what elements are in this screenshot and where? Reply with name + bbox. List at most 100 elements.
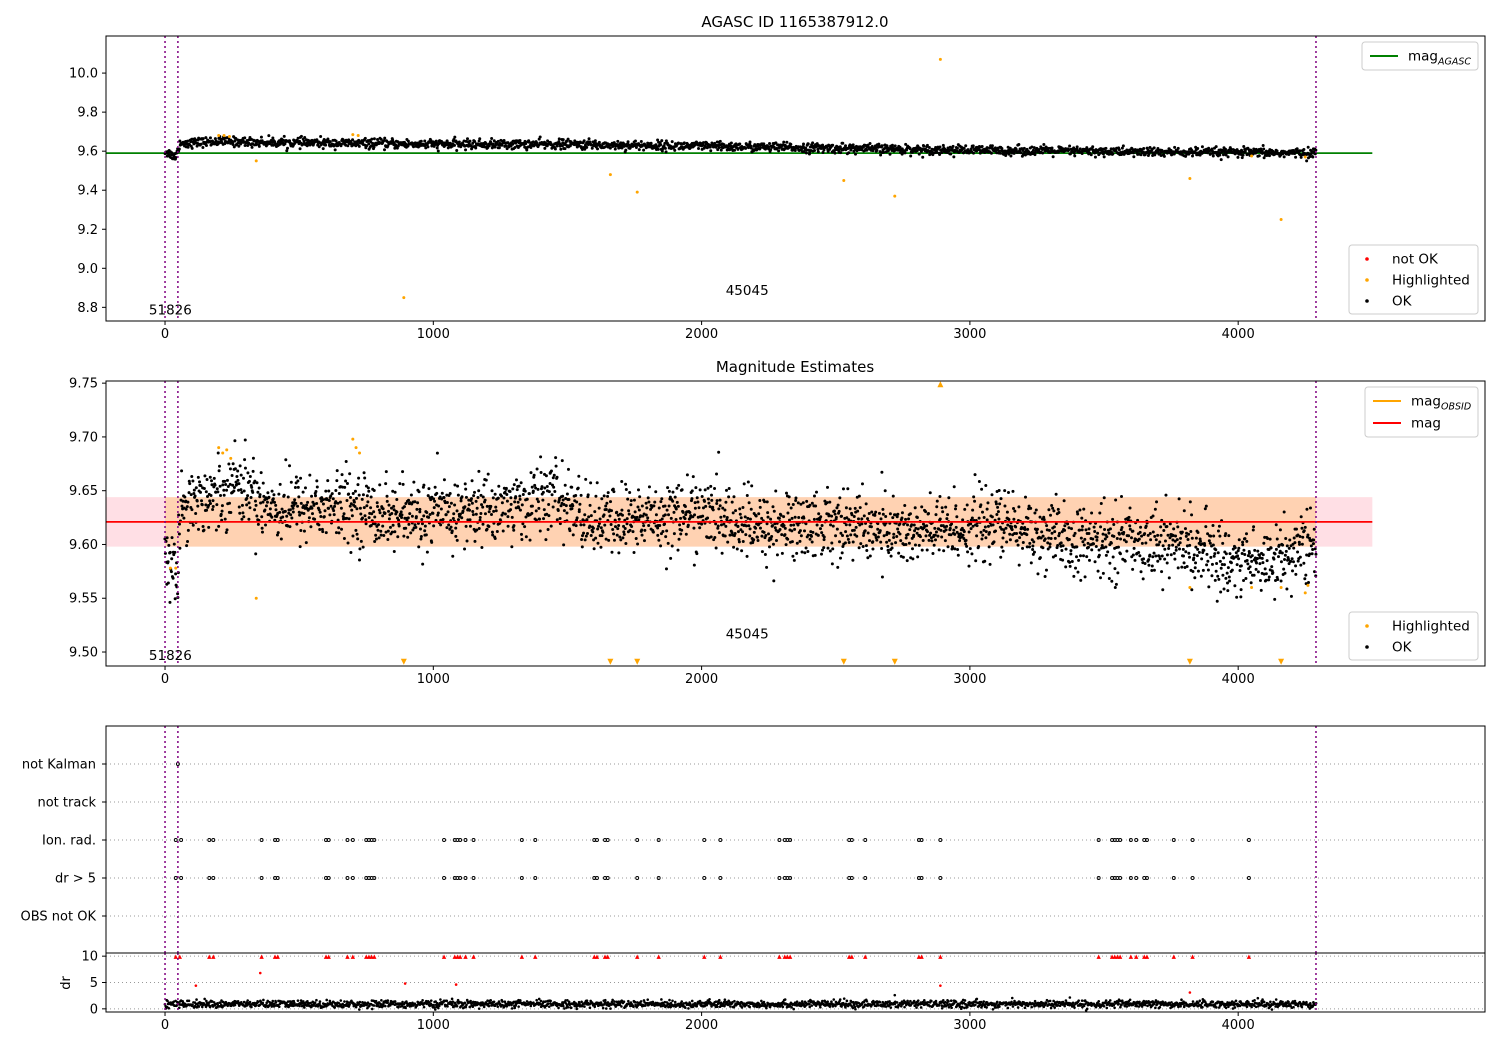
data-point bbox=[754, 514, 758, 518]
data-point bbox=[384, 530, 388, 534]
data-point bbox=[585, 532, 589, 536]
data-point bbox=[731, 511, 735, 515]
data-point bbox=[545, 512, 549, 516]
data-point bbox=[741, 530, 745, 534]
legend-label: OK bbox=[1392, 294, 1413, 310]
data-point bbox=[294, 501, 298, 505]
data-point bbox=[841, 487, 845, 491]
data-point bbox=[983, 525, 987, 529]
data-point bbox=[834, 515, 838, 519]
data-point bbox=[593, 139, 597, 143]
data-point bbox=[782, 515, 786, 519]
data-point bbox=[1205, 563, 1209, 567]
data-point bbox=[454, 534, 458, 538]
x-tick-label: 0 bbox=[161, 327, 169, 342]
data-point bbox=[449, 501, 453, 505]
data-point bbox=[1290, 569, 1294, 573]
data-point bbox=[1165, 524, 1169, 528]
data-point bbox=[224, 482, 228, 486]
flag-marker bbox=[471, 838, 476, 842]
data-point bbox=[1048, 542, 1052, 546]
data-point bbox=[306, 500, 310, 504]
data-point bbox=[496, 496, 500, 500]
data-point bbox=[513, 500, 517, 504]
data-point bbox=[551, 476, 555, 480]
data-point bbox=[1242, 579, 1246, 583]
data-point bbox=[599, 545, 603, 549]
data-point bbox=[511, 142, 515, 146]
data-point bbox=[962, 537, 966, 541]
data-point bbox=[221, 483, 225, 487]
data-point bbox=[500, 494, 504, 498]
data-point bbox=[470, 501, 474, 505]
data-point bbox=[1148, 553, 1152, 557]
data-point bbox=[745, 554, 749, 558]
data-point bbox=[205, 508, 209, 512]
data-point bbox=[1205, 552, 1209, 556]
data-point bbox=[223, 517, 227, 521]
data-point bbox=[627, 512, 631, 516]
data-point bbox=[1151, 530, 1155, 534]
data-point bbox=[492, 139, 496, 143]
data-point bbox=[332, 513, 336, 517]
data-point bbox=[865, 549, 869, 553]
data-point bbox=[1233, 546, 1237, 550]
data-point bbox=[1194, 561, 1198, 565]
data-point bbox=[1212, 554, 1216, 558]
data-point bbox=[669, 516, 673, 520]
data-point bbox=[562, 503, 566, 507]
data-point bbox=[384, 482, 388, 486]
data-point bbox=[593, 510, 597, 514]
data-point bbox=[1192, 553, 1196, 557]
data-point bbox=[730, 500, 734, 504]
data-point bbox=[844, 530, 848, 534]
data-point bbox=[577, 474, 581, 478]
data-point bbox=[471, 141, 475, 145]
data-point bbox=[283, 509, 287, 513]
data-point bbox=[647, 523, 651, 527]
data-point bbox=[979, 530, 983, 534]
data-point bbox=[461, 509, 465, 513]
data-point bbox=[698, 526, 702, 530]
y-tick-label: 9.2 bbox=[77, 223, 98, 238]
flag-marker bbox=[179, 876, 184, 880]
data-point bbox=[1240, 551, 1244, 555]
data-point bbox=[246, 494, 250, 498]
data-point bbox=[663, 513, 667, 517]
data-point bbox=[1273, 597, 1277, 601]
data-point bbox=[661, 530, 665, 534]
data-point bbox=[490, 489, 494, 493]
y-tick-label: 8.8 bbox=[77, 301, 98, 316]
data-point bbox=[490, 136, 494, 140]
data-point bbox=[852, 515, 856, 519]
data-point bbox=[730, 531, 734, 535]
data-point bbox=[1211, 543, 1215, 547]
data-point bbox=[904, 517, 908, 521]
data-point bbox=[1199, 574, 1203, 578]
data-point bbox=[785, 140, 789, 144]
data-point bbox=[1188, 500, 1192, 504]
data-point bbox=[969, 522, 973, 526]
data-point bbox=[660, 149, 664, 153]
data-point bbox=[442, 496, 446, 500]
data-point bbox=[940, 535, 944, 539]
data-point bbox=[583, 538, 587, 542]
data-point bbox=[987, 545, 991, 549]
data-point bbox=[242, 476, 246, 480]
data-point bbox=[766, 511, 770, 515]
data-point bbox=[1031, 544, 1035, 548]
data-point bbox=[465, 539, 469, 543]
data-point bbox=[397, 524, 401, 528]
data-point bbox=[375, 501, 379, 505]
data-point bbox=[317, 145, 321, 149]
data-point bbox=[553, 147, 557, 151]
data-point bbox=[1075, 145, 1079, 149]
data-point bbox=[1177, 543, 1181, 547]
data-point bbox=[320, 527, 324, 531]
data-point bbox=[1244, 576, 1248, 580]
data-point bbox=[220, 509, 224, 513]
data-point bbox=[732, 495, 736, 499]
data-point bbox=[775, 553, 779, 557]
data-point bbox=[451, 516, 455, 520]
data-point bbox=[552, 485, 556, 489]
